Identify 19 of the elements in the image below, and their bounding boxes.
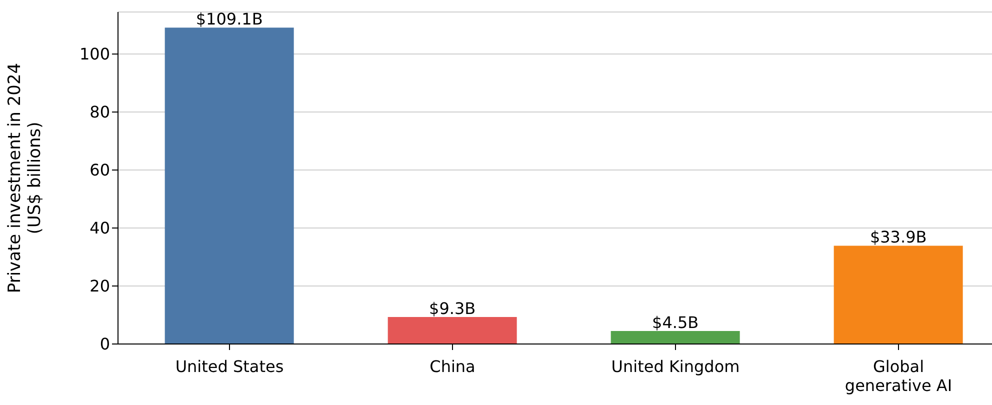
data-label: $109.1B — [196, 10, 263, 29]
x-tick-label: United Kingdom — [611, 357, 740, 376]
y-tick-label: 60 — [90, 160, 110, 180]
y-tick-label: 40 — [90, 218, 110, 238]
bar — [164, 28, 294, 344]
x-tick-label: Global generative AI — [844, 357, 952, 395]
x-tick-label: China — [430, 357, 476, 376]
bar — [834, 246, 963, 344]
x-tick-label: United States — [175, 357, 284, 376]
data-label: $4.5B — [652, 312, 699, 332]
data-label: $9.3B — [429, 299, 476, 318]
bar — [388, 317, 517, 344]
y-tick-label: 80 — [90, 102, 110, 122]
y-tick-label: 100 — [79, 44, 110, 64]
bar — [610, 330, 740, 344]
data-label: $33.9B — [870, 228, 927, 247]
y-tick-label: 0 — [100, 334, 110, 354]
y-tick-label: 20 — [90, 276, 110, 296]
y-axis-title: Private investment in 2024 (US$ billions) — [5, 62, 45, 294]
